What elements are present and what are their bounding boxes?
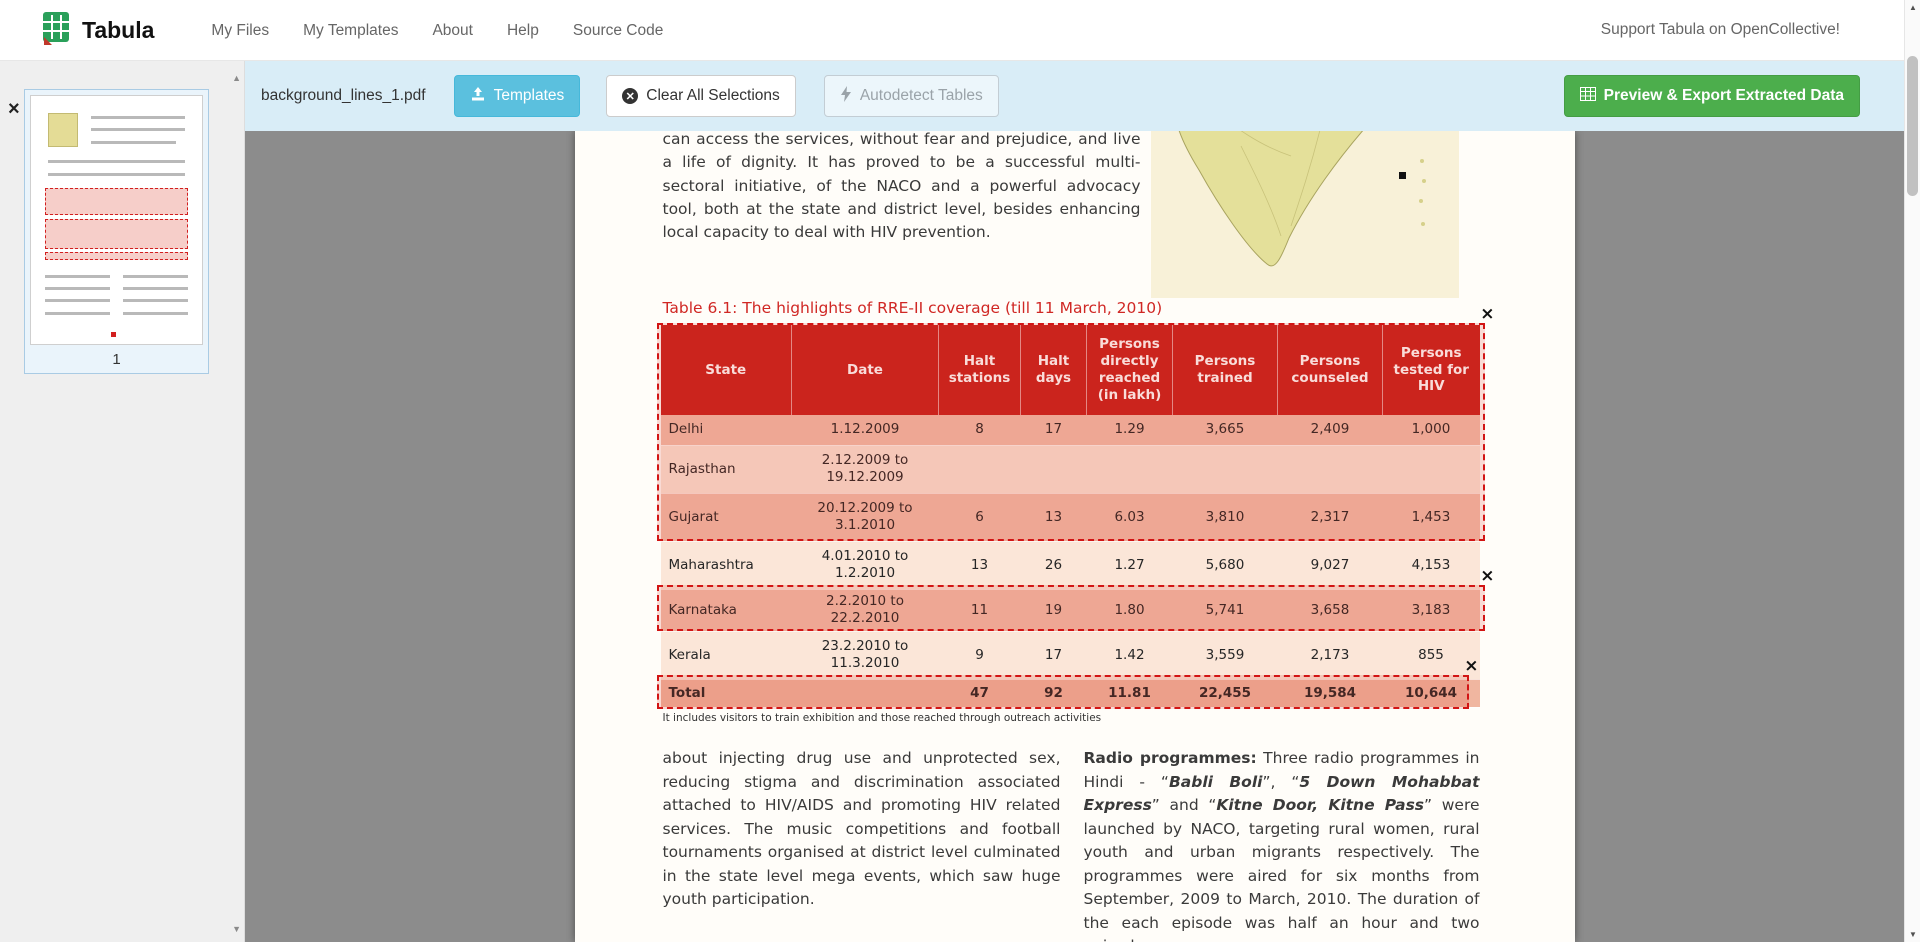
main-area: background_lines_1.pdf Templates ✕ Clear…: [245, 61, 1904, 942]
nav-item-my-templates[interactable]: My Templates: [303, 21, 399, 39]
nav-item-help[interactable]: Help: [506, 21, 539, 39]
data-table: State Date Halt stations Halt days Perso…: [660, 325, 1480, 708]
close-thumbnail-button[interactable]: ×: [8, 98, 20, 120]
thumbnail-text-line: [123, 311, 189, 315]
table-row: Gujarat 20.12.2009 to 3.1.2010 6 13 6.03…: [660, 493, 1480, 542]
thumbnail-page-number: 1: [112, 351, 121, 368]
thumbnail-selection: [44, 252, 189, 260]
nav-item-about[interactable]: About: [432, 21, 473, 39]
left-column-text: about injecting drug use and unprotected…: [662, 749, 1061, 908]
scrollbar-thumb[interactable]: [1907, 56, 1918, 196]
thumbnail-selection: [44, 187, 189, 216]
thumbnail-text-line: [123, 274, 189, 278]
nav-item-my-files[interactable]: My Files: [211, 21, 270, 39]
thumbnail-text-line: [123, 299, 189, 303]
table-total-row: Total 47 92 11.81 22,455 19,584 10,644: [660, 679, 1480, 708]
scroll-down-icon[interactable]: ▼: [1909, 930, 1917, 939]
thumbnail-text-line: [44, 274, 110, 278]
thumbnail-text-line: [48, 172, 185, 176]
scroll-up-icon[interactable]: ▲: [1909, 3, 1917, 12]
table-selection-3[interactable]: ×: [656, 658, 1479, 709]
clear-icon: ✕: [622, 88, 639, 104]
table-title: Table 6.1: The highlights of RRE-II cove…: [662, 299, 1163, 317]
selection-close-icon[interactable]: ×: [1480, 304, 1495, 324]
table-row: Karnataka 2.2.2010 to 22.2.2010 11 19 1.…: [660, 589, 1480, 632]
templates-icon: [470, 86, 486, 107]
window-scrollbar[interactable]: ▲ ▼: [1904, 0, 1920, 942]
thumbnail-text-line: [48, 160, 185, 164]
table-icon: [1579, 86, 1596, 106]
thumbnail-map: [48, 113, 79, 148]
table-selection-2[interactable]: ×: [656, 568, 1495, 631]
top-navbar: Tabula My Files My Templates About Help …: [0, 0, 1920, 61]
workspace: can access the services, without fear an…: [245, 131, 1904, 942]
thumbnail-selection: [44, 218, 189, 249]
toolbar: background_lines_1.pdf Templates ✕ Clear…: [245, 61, 1904, 131]
sidebar-scroll-down-icon[interactable]: ▼: [232, 924, 241, 934]
support-link[interactable]: Support Tabula on OpenCollective!: [1600, 21, 1840, 38]
table-row: Kerala 23.2.2010 to 11.3.2010 9 17 1.42 …: [660, 631, 1480, 680]
brand-name: Tabula: [82, 16, 155, 43]
intro-paragraph: can access the services, without fear an…: [662, 131, 1141, 242]
table-row: Rajasthan 2.12.2009 to 19.12.2009: [660, 445, 1480, 494]
autodetect-tables-button: Autodetect Tables: [823, 75, 999, 117]
open-filename: background_lines_1.pdf: [261, 87, 426, 104]
thumbnail-text-line: [123, 286, 189, 290]
pdf-page[interactable]: can access the services, without fear an…: [574, 131, 1575, 942]
preview-export-button[interactable]: Preview & Export Extracted Data: [1563, 75, 1860, 117]
table-selection-1[interactable]: ×: [656, 306, 1495, 541]
clear-all-selections-button[interactable]: ✕ Clear All Selections: [606, 75, 796, 117]
page-thumbnail[interactable]: [30, 95, 203, 345]
nav-links: My Files My Templates About Help Source …: [194, 0, 680, 60]
map-legend-square: [1398, 172, 1406, 179]
selection-close-icon[interactable]: ×: [1480, 566, 1495, 586]
thumbnail-text-line: [90, 115, 185, 119]
selection-close-icon[interactable]: ×: [1464, 656, 1479, 676]
thumbnail-text-line: [90, 128, 185, 132]
templates-button[interactable]: Templates: [453, 75, 581, 117]
thumbnail-selection-dot: [111, 331, 117, 337]
thumbnail-text-line: [90, 140, 177, 144]
thumbnail-sidebar: × 1 ▲ ▼: [0, 61, 245, 942]
thumbnail-text-line: [44, 311, 110, 315]
table-row: Delhi 1.12.2009 8 17 1.29 3,665 2,409 1,…: [660, 415, 1480, 446]
nav-item-source-code[interactable]: Source Code: [572, 21, 664, 39]
table-row: Maharashtra 4.01.2010 to 1.2.2010 13 26 …: [660, 541, 1480, 590]
tabula-logo-icon: [40, 11, 72, 50]
lightning-icon: [840, 86, 852, 106]
thumbnail-text-line: [44, 299, 110, 303]
table-footnote: It includes visitors to train exhibition…: [662, 712, 1102, 724]
table-header-row: State Date Halt stations Halt days Perso…: [660, 325, 1480, 415]
sidebar-scroll-up-icon[interactable]: ▲: [232, 73, 241, 83]
right-column-text: Radio programmes: Three radio programmes…: [1083, 749, 1480, 942]
thumbnail-frame: 1: [24, 89, 209, 374]
india-map: [1150, 131, 1459, 298]
brand[interactable]: Tabula: [40, 11, 154, 50]
thumbnail-text-line: [44, 286, 110, 290]
